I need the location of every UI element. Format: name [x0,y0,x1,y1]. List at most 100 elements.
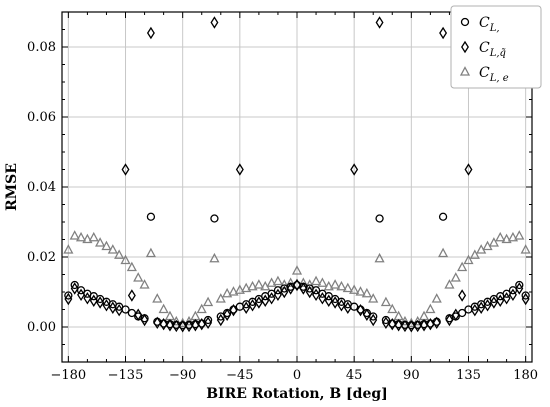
tick-labels: −180 −135 −90 −45 0 45 90 135 180 0.00 0.02 0.04 0.0… [27,40,538,383]
data-point-diamond [432,316,441,330]
x-tick-label: −45 [226,368,253,383]
data-point-triangle [126,261,137,272]
data-point-diamond [172,319,181,333]
data-point-diamond [83,292,92,305]
y-tick-label: 0.02 [27,250,56,265]
data-point-circle [356,305,365,314]
data-point-diamond [273,288,282,302]
data-point-triangle [285,277,296,287]
data-point-diamond [381,316,390,330]
data-point-triangle [507,231,519,242]
data-point-triangle [183,315,195,326]
x-axis-title: BIRE Rotation, B [deg] [206,386,388,402]
legend-marker-diamond [461,40,469,54]
data-point-triangle [488,237,499,247]
data-point-diamond [178,320,187,333]
data-point-diamond [127,289,136,302]
data-point-diamond [426,317,435,331]
data-marks [63,16,531,333]
data-point-diamond [413,319,422,333]
data-point-circle [438,212,448,221]
data-point-diamond [140,313,149,327]
data-point-diamond [350,163,359,176]
data-point-diamond [159,317,168,331]
data-point-triangle [336,280,347,291]
data-point-diamond [483,299,492,312]
x-tick-label: −135 [108,368,144,383]
data-point-circle [508,286,518,295]
data-point-diamond [502,292,511,305]
data-point-triangle [291,265,303,275]
y-axis-title: RMSE [4,163,20,211]
data-point-circle [140,314,149,323]
data-point-circle [521,291,530,300]
data-point-diamond [235,163,244,176]
legend-label: CL, [479,15,500,34]
data-point-diamond [89,294,98,307]
data-point-circle [76,286,86,295]
data-point-diamond [108,301,117,314]
data-point-triangle [361,287,372,298]
data-point-triangle [368,293,379,303]
x-tick-label: −90 [169,368,196,383]
data-point-triangle [196,303,207,314]
data-point-diamond [166,319,174,332]
data-point-diamond [96,296,105,309]
legend-entry: CL, [460,15,500,34]
data-point-triangle [247,280,258,291]
x-tick-label: 0 [293,368,301,383]
data-point-diamond [477,301,486,314]
data-point-diamond [407,320,416,333]
data-point-triangle [101,240,112,251]
data-point-diamond [420,319,428,332]
data-point-triangle [272,275,284,286]
data-point-triangle [317,277,328,287]
data-point-diamond [324,294,333,307]
data-point-circle [197,319,206,328]
data-point-diamond [70,282,79,295]
data-point-circle [70,280,79,290]
data-point-diamond [331,296,340,309]
data-point-triangle [120,254,131,265]
data-point-diamond [496,294,505,307]
data-point-diamond [337,299,346,312]
data-point-triangle [495,231,506,242]
data-point-diamond [191,319,200,332]
y-tick-label: 0.06 [27,110,56,125]
data-point-triangle [82,233,93,244]
data-point-circle [222,308,232,318]
data-point-diamond [439,26,448,40]
data-point-diamond [445,313,454,327]
data-point-triangle [69,230,80,240]
data-point-triangle [75,231,87,242]
data-point-diamond [375,16,384,29]
data-point-circle [381,315,391,325]
legend-entry: CL,q̃ [461,40,506,59]
legend-entries: CL, CL,q̃ CL, e [459,15,509,84]
data-point-diamond [362,308,371,321]
data-point-diamond [464,163,473,176]
legend-entry: CL, e [459,65,509,84]
data-point-diamond [146,26,155,40]
data-point-diamond [388,317,397,331]
legend-box [450,5,542,89]
data-point-triangle [501,233,512,244]
data-point-circle [146,212,156,221]
data-point-triangle [374,252,385,263]
data-point-triangle [355,286,366,296]
data-point-diamond [356,303,365,317]
data-point-triangle [457,261,468,272]
data-point-triangle [133,272,144,282]
data-point-diamond [223,308,232,321]
x-tick-label: 135 [456,368,481,383]
data-point-circle [369,312,378,321]
data-point-circle [127,308,137,318]
data-point-circle [362,308,372,318]
data-point-triangle [145,247,157,258]
data-point-diamond [153,316,162,330]
data-point-circle [502,289,511,298]
legend: CL, CL,q̃ CL, e [450,5,542,89]
data-point-circle [451,312,460,321]
series-triangle [63,230,531,328]
